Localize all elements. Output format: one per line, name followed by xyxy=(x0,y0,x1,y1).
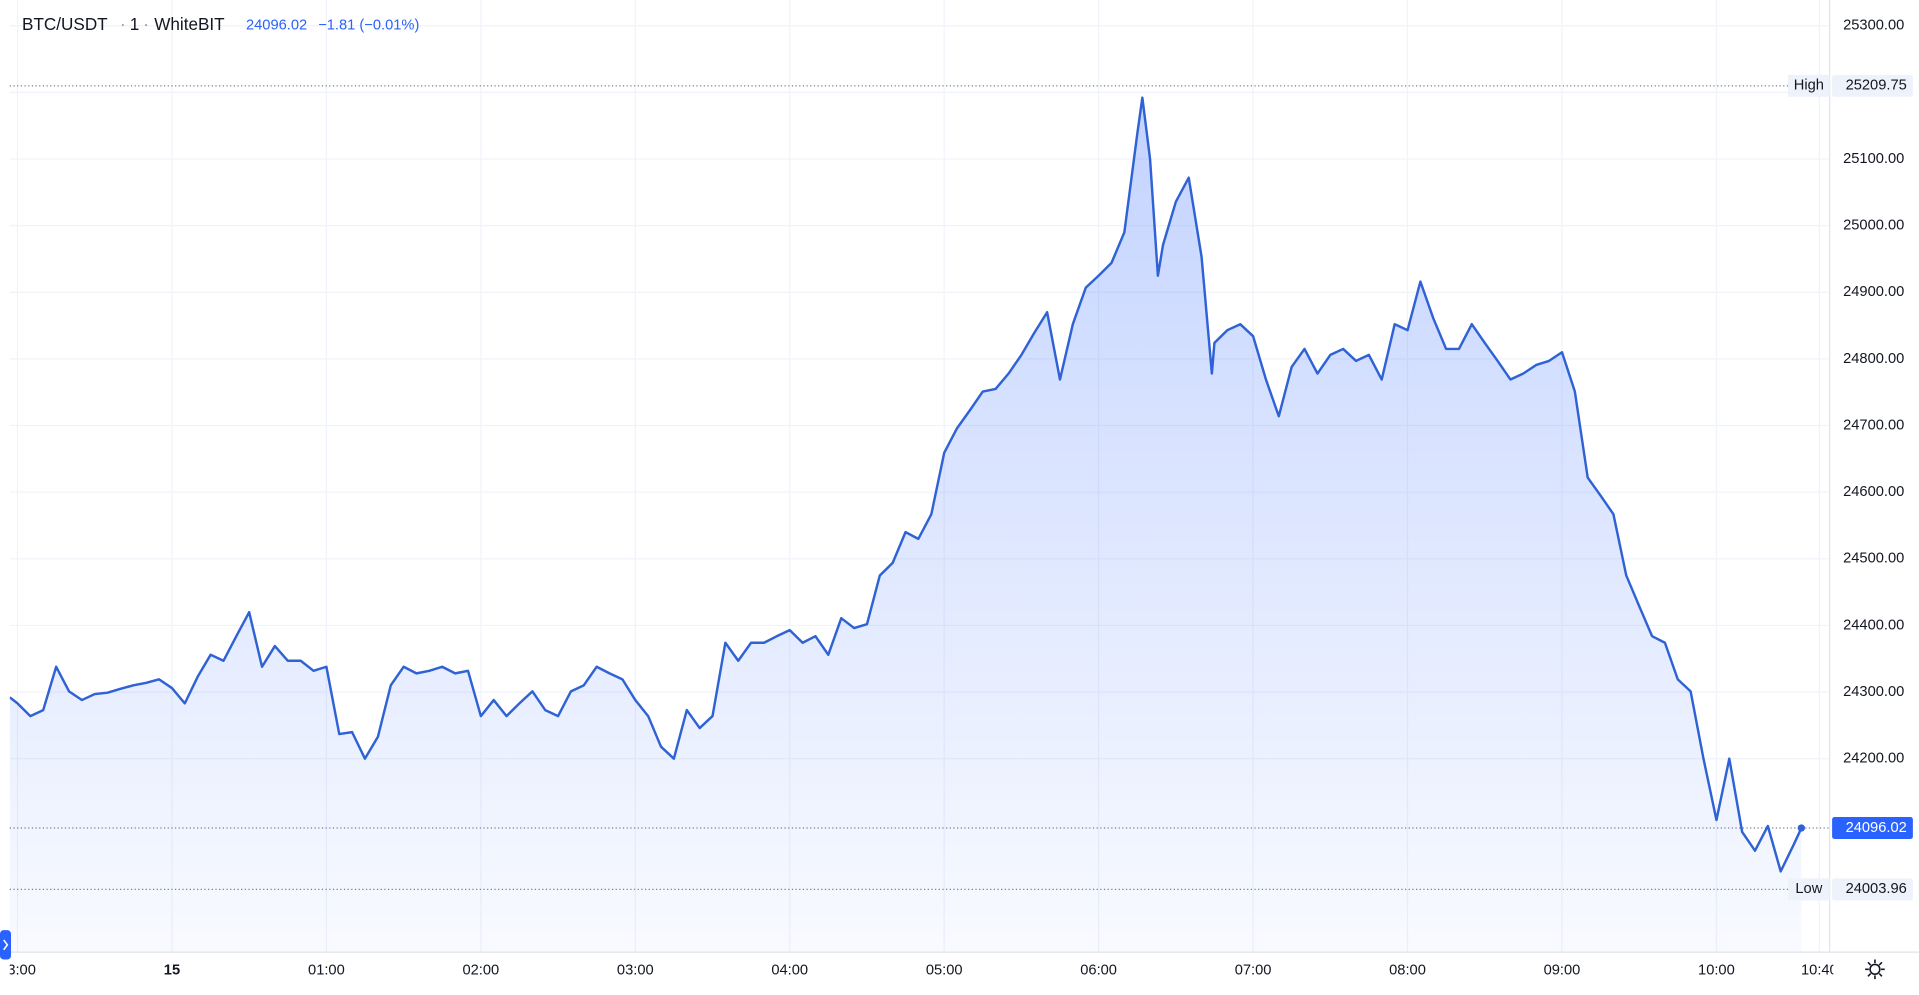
y-tick-label: 24600.00 xyxy=(1843,484,1904,500)
y-tick-label: 24300.00 xyxy=(1843,684,1904,700)
y-tick-label: 25300.00 xyxy=(1843,18,1904,34)
y-tick-label: 24900.00 xyxy=(1843,284,1904,300)
price-axis: 24200.00 24300.00 24400.00 24500.00 24600.00… xyxy=(1843,18,1904,767)
tags: High 25209.75 Low 24003.96 24096.02 xyxy=(1788,74,1913,901)
time-axis: 23:00 15 01:00 02:00 03:00 04:00 05:00 06:00 07:… xyxy=(0,962,1838,978)
separator: · xyxy=(143,14,149,34)
toggle-arrow xyxy=(3,939,9,951)
settings-icon[interactable] xyxy=(1865,959,1885,980)
side-toggle[interactable] xyxy=(0,930,12,960)
x-tick-label: 10:40 xyxy=(1801,962,1838,978)
y-tick-label: 25100.00 xyxy=(1843,151,1904,167)
x-tick-label: 02:00 xyxy=(462,962,499,978)
x-tick-label: 09:00 xyxy=(1544,962,1581,978)
interval: 1 xyxy=(130,14,140,34)
area xyxy=(9,97,1802,953)
last-price-tag xyxy=(1832,816,1913,840)
low-tag xyxy=(1832,878,1913,901)
low-value: 24003.96 xyxy=(1846,881,1907,897)
high-value: 25209.75 xyxy=(1846,78,1907,94)
x-tick-label: 08:00 xyxy=(1389,962,1426,978)
x-tick-label: 01:00 xyxy=(308,962,345,978)
last-price-value: 24096.02 xyxy=(1846,820,1907,836)
y-tick-label: 24400.00 xyxy=(1843,617,1904,633)
x-tick-label: 10:00 xyxy=(1698,962,1735,978)
y-tick-label: 25000.00 xyxy=(1843,218,1904,234)
last-point xyxy=(1797,824,1806,832)
high-label-box xyxy=(1788,74,1830,97)
last-price: 24096.02 xyxy=(246,18,307,34)
x-tick-label: 03:00 xyxy=(617,962,654,978)
x-tick-label: 05:00 xyxy=(926,962,963,978)
x-tick-label: 23:00 xyxy=(0,962,36,978)
price-line xyxy=(9,96,1803,873)
x-tick-label: 07:00 xyxy=(1235,962,1272,978)
x-tick-label: 04:00 xyxy=(771,962,808,978)
price-change: −1.81 (−0.01%) xyxy=(318,18,419,34)
symbol: BTC/USDT xyxy=(22,14,108,34)
y-tick-label: 24800.00 xyxy=(1843,351,1904,367)
x-tick-label: 15 xyxy=(164,962,180,978)
high-tag xyxy=(1832,74,1913,97)
y-tick-label: 24200.00 xyxy=(1843,751,1904,767)
plot xyxy=(9,96,1806,953)
y-tick-label: 24500.00 xyxy=(1843,551,1904,567)
y-tick-label: 24700.00 xyxy=(1843,417,1904,433)
exchange: WhiteBIT xyxy=(154,14,225,34)
separator: · xyxy=(120,14,126,34)
header: BTC/USDT · 1 · WhiteBIT 24096.02 −1.81 (… xyxy=(22,14,419,34)
low-label: Low xyxy=(1795,881,1822,897)
high-label: High xyxy=(1794,78,1824,94)
low-label-box xyxy=(1788,878,1830,901)
x-tick-label: 06:00 xyxy=(1080,962,1117,978)
